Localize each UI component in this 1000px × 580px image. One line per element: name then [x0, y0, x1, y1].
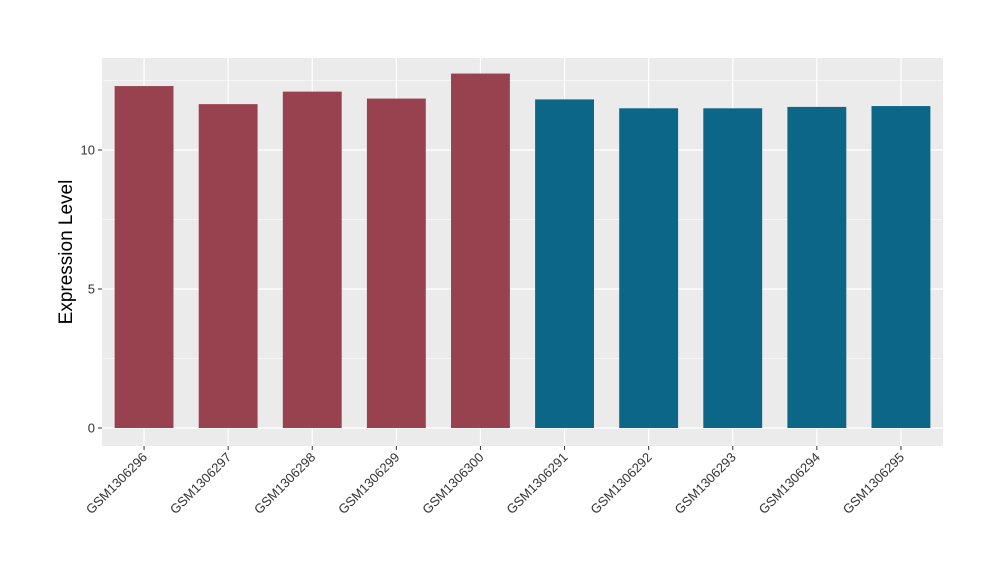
- x-tick-label: GSM1306292: [587, 450, 654, 517]
- bar-GSM1306291: [535, 99, 594, 429]
- y-tick-label: 5: [88, 282, 95, 297]
- bar-GSM1306294: [787, 106, 847, 428]
- bar-GSM1306298: [282, 91, 342, 429]
- x-tick-label: GSM1306294: [756, 450, 823, 517]
- y-tick-label: 10: [81, 143, 95, 158]
- bars: [114, 73, 931, 429]
- bar-GSM1306295: [871, 106, 931, 429]
- x-tick-label: GSM1306296: [83, 450, 150, 517]
- x-tick-label: GSM1306299: [335, 450, 402, 517]
- y-axis-title: Expression Level: [56, 180, 77, 325]
- y-tick-label: 0: [88, 421, 95, 436]
- x-tick-label: GSM1306300: [419, 450, 486, 517]
- bar-GSM1306293: [703, 108, 763, 429]
- x-axis: GSM1306296 GSM1306297 GSM1306298 GSM1306299…: [83, 446, 907, 517]
- bar-GSM1306292: [619, 108, 679, 429]
- x-tick-label: GSM1306291: [503, 450, 570, 517]
- bar-GSM1306297: [198, 104, 258, 428]
- x-tick-label: GSM1306295: [840, 450, 907, 517]
- bar-GSM1306299: [366, 98, 426, 428]
- x-tick-label: GSM1306297: [167, 450, 234, 517]
- x-tick-label: GSM1306293: [672, 450, 739, 517]
- bar-GSM1306296: [114, 86, 174, 428]
- x-tick-label: GSM1306298: [251, 450, 318, 517]
- bar-GSM1306300: [451, 73, 510, 429]
- y-axis: 0 5 10: [81, 143, 102, 436]
